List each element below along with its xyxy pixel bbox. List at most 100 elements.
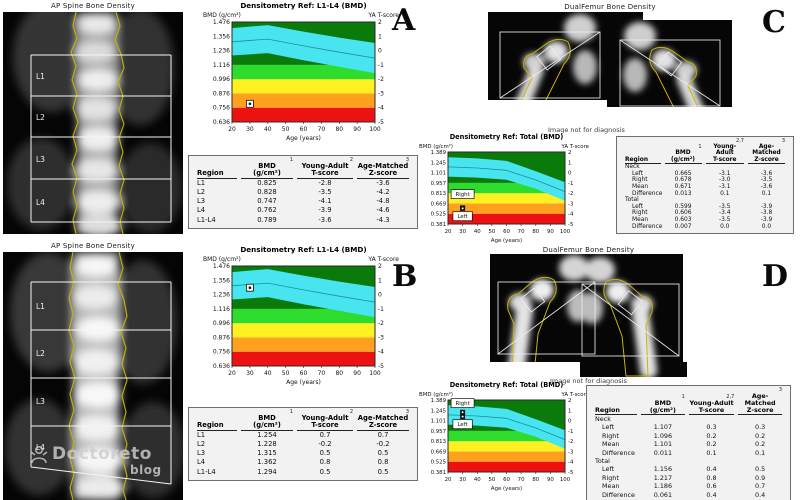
table-row: L2 0.828 -3.5 -4.2 (197, 188, 390, 197)
svg-text:2: 2 (568, 150, 571, 156)
svg-text:-2: -2 (568, 191, 573, 197)
svg-text:-5: -5 (378, 363, 384, 370)
svg-text:2: 2 (568, 398, 571, 404)
svg-text:50: 50 (282, 126, 290, 133)
svg-text:0: 0 (568, 419, 572, 425)
svg-text:Right: Right (455, 192, 469, 198)
svg-text:-1: -1 (378, 62, 384, 69)
svg-text:Age (years): Age (years) (491, 238, 522, 244)
column-header: 1 BMD (g/cm²) (641, 388, 685, 415)
svg-text:1.236: 1.236 (213, 292, 230, 299)
svg-text:1.476: 1.476 (213, 263, 230, 270)
panel-label-b: B (392, 259, 418, 294)
roi-grid (30, 281, 172, 485)
svg-text:YA T-score: YA T-score (560, 392, 589, 398)
svg-text:BMD (g/cm²): BMD (g/cm²) (203, 256, 241, 263)
table-row: L3 0.747 -4.1 -4.8 (197, 197, 390, 206)
svg-text:80: 80 (335, 370, 343, 377)
scan-title-spine-b: AP Spine Bone Density (51, 242, 135, 250)
watermark-name: Doctoreto (52, 444, 152, 464)
svg-text:30: 30 (246, 370, 254, 377)
table-row: Mean 1.186 0.6 0.7 (602, 482, 766, 491)
svg-text:70: 70 (318, 126, 326, 133)
svg-text:1.116: 1.116 (213, 62, 230, 69)
svg-text:0.996: 0.996 (213, 320, 230, 327)
svg-text:80: 80 (335, 126, 343, 133)
svg-text:0.876: 0.876 (213, 334, 230, 341)
svg-text:0.813: 0.813 (431, 439, 446, 445)
region-label-l4: L4 (36, 198, 45, 207)
svg-text:Age (years): Age (years) (286, 135, 321, 142)
table-row: Difference 0.007 0.0 0.0 (632, 223, 772, 230)
svg-text:30: 30 (246, 126, 254, 133)
svg-text:0: 0 (378, 292, 382, 299)
panel-label-c: C (762, 5, 786, 40)
svg-text:0.525: 0.525 (431, 212, 446, 218)
table-row: Mean 0.671 -3.1 -3.6 (632, 184, 773, 190)
results-table-c: Region 1 BMD (g/cm²) 2,7 Young-Adult T-score 3 A… (616, 136, 794, 235)
column-header: 3 Age-Matched Z-score (357, 409, 409, 431)
column-header: 3 Age-Matched Z-score (747, 139, 785, 165)
svg-text:1: 1 (568, 408, 571, 414)
svg-text:100: 100 (369, 126, 381, 133)
svg-text:1.476: 1.476 (213, 19, 230, 26)
svg-text:1.389: 1.389 (431, 150, 447, 156)
svg-text:-4: -4 (378, 349, 384, 356)
column-header: Region (625, 139, 661, 165)
svg-text:20: 20 (228, 370, 236, 377)
table-row: L1-L4 0.789 -3.6 -4.3 (197, 215, 390, 224)
watermark-sub: blog (130, 463, 162, 477)
svg-text:0.381: 0.381 (431, 222, 446, 228)
marker-label: Left (452, 419, 473, 430)
column-header: 3 Age-Matched Z-score (357, 157, 409, 179)
chart-femur-c: 1.389 1.245 1.101 0.957 0.813 0.669 0.525 0.381… (418, 131, 590, 253)
region-label-l1: L1 (36, 302, 45, 311)
svg-text:-2: -2 (568, 439, 573, 445)
svg-text:50: 50 (488, 229, 495, 235)
svg-text:90: 90 (353, 370, 361, 377)
results-table: Region 1 BMD (g/cm²) 2,7 Young-Adult T-score 3 A… (591, 388, 786, 499)
chart-spine-a: 1.476 1.356 1.236 1.116 0.996 0.876 0.756 0.636… (202, 0, 404, 150)
svg-text:0.669: 0.669 (431, 201, 447, 207)
marker-label: Right (450, 189, 475, 199)
column-header: Region (595, 388, 637, 415)
svg-text:60: 60 (503, 229, 510, 235)
data-marker (246, 99, 254, 108)
table-row: L1 1.254 0.7 0.7 (197, 430, 389, 439)
table-row: L4 0.762 -3.9 -4.6 (197, 206, 390, 215)
table-row: Mean 0.603 -3.5 -3.9 (632, 216, 773, 223)
disclaimer-d: Image not for diagnosis (550, 377, 627, 385)
table-row: Left 1.107 0.3 0.3 (602, 423, 766, 432)
bone-contour-right (114, 12, 125, 234)
table-row: Difference 0.013 0.1 0.1 (632, 190, 772, 197)
svg-text:40: 40 (264, 126, 272, 133)
table-row: Left 0.599 -3.5 -3.9 (632, 203, 773, 210)
svg-text:1.245: 1.245 (431, 160, 446, 166)
svg-text:50: 50 (282, 370, 290, 377)
table-row: Right 1.096 0.2 0.2 (602, 431, 766, 440)
svg-text:1.116: 1.116 (213, 306, 230, 313)
panel-label-a: A (392, 3, 416, 38)
bone-contour-left (70, 12, 79, 234)
svg-text:0: 0 (568, 171, 572, 177)
svg-text:-4: -4 (378, 105, 384, 112)
chart-C-svg: 1.389 1.245 1.101 0.957 0.813 0.669 0.525 0.381… (419, 133, 590, 244)
svg-text:-4: -4 (568, 212, 574, 218)
svg-text:0: 0 (378, 48, 382, 55)
chart-D-svg: 1.389 1.245 1.101 0.957 0.813 0.669 0.525 0.381… (419, 381, 590, 492)
svg-text:20: 20 (228, 126, 236, 133)
svg-text:Densitometry Ref: L1-L4 (BMD): Densitometry Ref: L1-L4 (BMD) (240, 245, 366, 254)
svg-text:70: 70 (518, 477, 525, 483)
marker-label: Right (450, 398, 475, 408)
svg-text:0.957: 0.957 (431, 429, 446, 435)
results-table-b: Region 1 BMD (g/cm²) 2 Young-Adult T-score 3 Age… (188, 407, 418, 481)
svg-text:2: 2 (378, 263, 382, 270)
column-header: 1 BMD (g/cm²) (664, 139, 702, 165)
svg-text:Left: Left (458, 422, 468, 428)
svg-text:100: 100 (560, 477, 571, 483)
svg-text:0.957: 0.957 (431, 181, 446, 187)
table-row: Right 1.217 0.8 0.9 (602, 473, 766, 482)
data-marker (460, 205, 466, 211)
bone-contour-left-femur (507, 276, 557, 375)
